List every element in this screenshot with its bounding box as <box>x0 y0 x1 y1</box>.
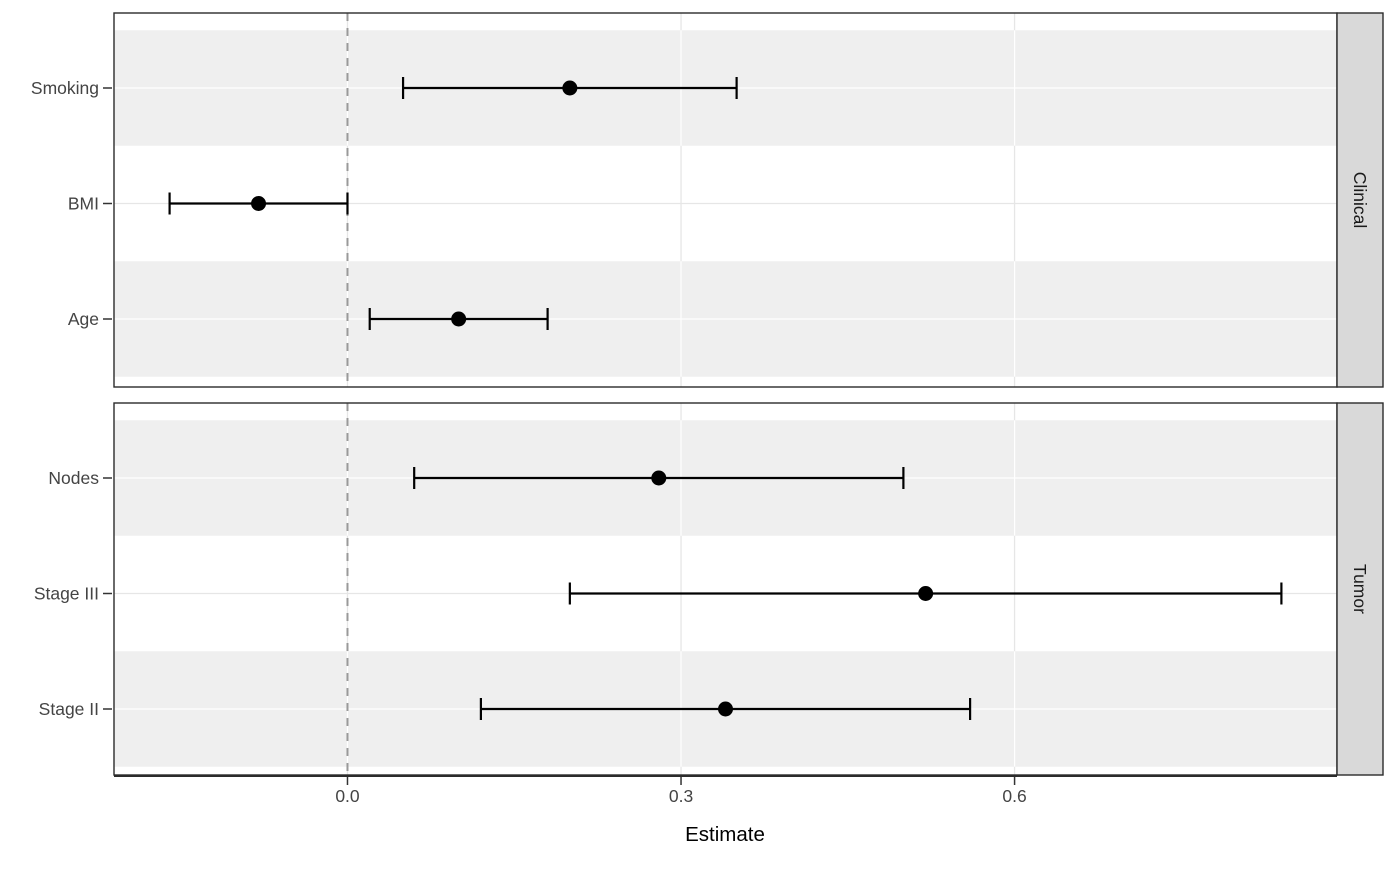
point-estimate-age <box>451 311 467 327</box>
facet-strip-clinical <box>1336 12 1384 388</box>
y-axis-label-stage-iii: Stage III <box>34 584 99 604</box>
y-axis-label-age: Age <box>68 309 99 329</box>
point-estimate-smoking <box>562 80 578 96</box>
y-axis-label-nodes: Nodes <box>48 468 99 488</box>
facet-strip-tumor <box>1336 402 1384 776</box>
point-estimate-stage-ii <box>718 701 733 717</box>
x-tick-label-0.0: 0.0 <box>335 786 360 806</box>
x-tick-label-0.3: 0.3 <box>669 786 693 806</box>
facet-strip-label-clinical: Clinical <box>1350 172 1370 228</box>
x-tick-label-0.6: 0.6 <box>1002 786 1026 806</box>
facet-strip-label-tumor: Tumor <box>1350 564 1370 614</box>
chart-marks-layer: Smoking BMI Age Clinical Nodes Stage III Stage… <box>31 12 1384 806</box>
point-estimate-stage-iii <box>918 586 934 601</box>
x-axis-title: Estimate <box>685 823 765 846</box>
y-axis-label-smoking: Smoking <box>31 78 99 98</box>
point-estimate-nodes <box>651 470 667 486</box>
point-estimate-bmi <box>251 196 267 211</box>
y-axis-label-stage-ii: Stage II <box>39 699 99 719</box>
y-axis-label-bmi: BMI <box>68 194 99 214</box>
